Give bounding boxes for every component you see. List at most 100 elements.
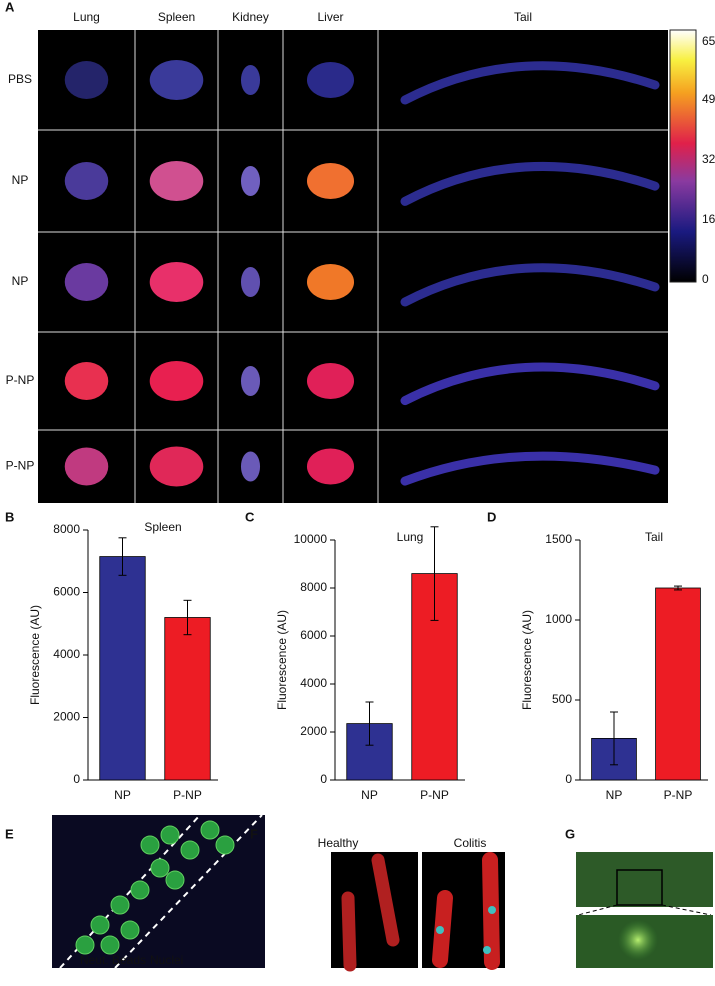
- y-tick-label: 10000: [294, 532, 328, 546]
- y-axis-label: Fluorescence (AU): [520, 610, 534, 710]
- legend-entry: Nuclei: [150, 953, 183, 967]
- colon: [341, 853, 400, 972]
- y-tick-label: 2000: [300, 724, 327, 738]
- chart-title: Lung: [397, 530, 424, 544]
- row-label: NP: [12, 274, 29, 288]
- y-tick-label: 6000: [300, 628, 327, 642]
- organ: [149, 446, 204, 487]
- x-tick-label: NP: [361, 788, 378, 802]
- organ: [64, 61, 109, 99]
- y-tick-label: 8000: [53, 522, 80, 536]
- column-label: Tail: [514, 10, 532, 24]
- y-tick-label: 4000: [53, 647, 80, 661]
- cell: [110, 895, 130, 915]
- organ: [64, 263, 109, 301]
- column-label: Spleen: [158, 10, 195, 24]
- legend-entry: Neut.: [80, 953, 109, 967]
- organ: [149, 161, 204, 201]
- x-tick-label: P-NP: [173, 788, 202, 802]
- organ: [306, 264, 355, 300]
- colorbar-tick-label: 32768: [702, 152, 715, 166]
- organ: [240, 451, 261, 482]
- hotspot: [483, 946, 491, 954]
- cell: [215, 835, 235, 855]
- cell: [90, 915, 110, 935]
- panel-letter: C: [245, 509, 255, 524]
- organ: [240, 366, 261, 396]
- lesion: [618, 920, 658, 960]
- colorbar-tick-label: 0: [702, 272, 709, 286]
- y-tick-label: 0: [320, 772, 327, 786]
- hotspot: [436, 926, 444, 934]
- image-g-top: [576, 852, 713, 907]
- column-label: Liver: [317, 10, 343, 24]
- x-tick-label: P-NP: [420, 788, 449, 802]
- image-label: Colitis: [454, 836, 487, 850]
- chart-title: Spleen: [144, 520, 181, 534]
- cell: [140, 835, 160, 855]
- tail: [400, 161, 660, 206]
- bar: [99, 556, 146, 781]
- legend-entry: Beads: [112, 953, 146, 967]
- tail: [400, 451, 660, 486]
- cell: [150, 858, 170, 878]
- organ: [306, 363, 355, 399]
- tail: [400, 362, 660, 406]
- colorbar-tick-label: 65535: [702, 34, 715, 48]
- panel-letter: A: [5, 0, 15, 14]
- cell: [100, 935, 120, 955]
- panel-letter: G: [565, 826, 575, 841]
- inset-box: [616, 869, 663, 906]
- y-axis-label: Fluorescence (AU): [28, 605, 42, 705]
- panel-letter: D: [487, 509, 496, 524]
- panel-letter: F: [250, 826, 258, 841]
- row-label: P-NP: [6, 373, 35, 387]
- row-label: PBS: [8, 72, 32, 86]
- bar: [164, 617, 211, 781]
- organ: [64, 162, 109, 200]
- panel-letter: B: [5, 509, 14, 524]
- y-tick-label: 0: [565, 772, 572, 786]
- image-label: Healthy: [318, 836, 359, 850]
- cell: [165, 870, 185, 890]
- cell: [75, 935, 95, 955]
- colorbar: [669, 29, 697, 283]
- tail: [400, 61, 660, 105]
- row-label: P-NP: [6, 459, 35, 473]
- hotspot: [488, 906, 496, 914]
- x-tick-label: NP: [114, 788, 131, 802]
- organ: [306, 163, 355, 199]
- bar: [655, 587, 701, 781]
- dashed-line: [114, 814, 263, 969]
- y-tick-label: 6000: [53, 585, 80, 599]
- chart-title: Tail: [645, 530, 663, 544]
- organ: [149, 60, 204, 100]
- x-tick-label: P-NP: [664, 788, 693, 802]
- organ: [306, 448, 355, 485]
- organ: [64, 447, 109, 486]
- cell: [120, 920, 140, 940]
- organ: [240, 166, 261, 196]
- organ: [240, 267, 261, 297]
- cell: [130, 880, 150, 900]
- cell: [180, 840, 200, 860]
- y-tick-label: 2000: [53, 710, 80, 724]
- y-tick-label: 1000: [545, 612, 572, 626]
- y-tick-label: 1500: [545, 532, 572, 546]
- tail: [400, 263, 660, 307]
- column-label: Kidney: [232, 10, 269, 24]
- colorbar-tick-label: 49151: [702, 92, 715, 106]
- organ: [240, 65, 261, 95]
- panel-letter: E: [5, 826, 14, 841]
- organ: [64, 362, 109, 400]
- cell: [160, 825, 180, 845]
- cell: [200, 820, 220, 840]
- column-label: Lung: [73, 10, 100, 24]
- x-tick-label: NP: [606, 788, 623, 802]
- y-axis-label: Fluorescence (AU): [275, 610, 289, 710]
- zoom-line: [661, 904, 712, 916]
- organ: [149, 262, 204, 302]
- organ: [306, 62, 355, 98]
- row-label: NP: [12, 173, 29, 187]
